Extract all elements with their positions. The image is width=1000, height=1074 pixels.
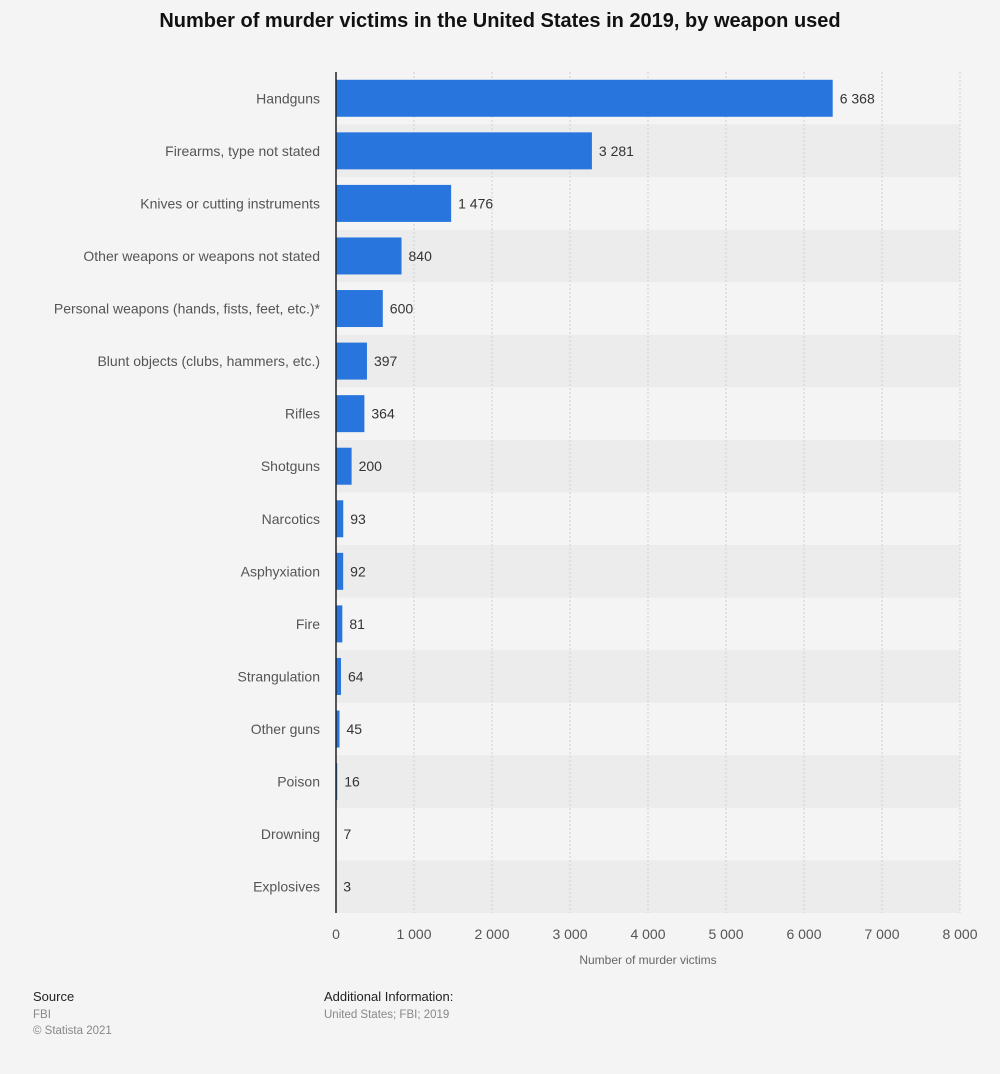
x-tick-label-5: 5 000 (708, 926, 743, 942)
x-tick-label-6: 6 000 (786, 926, 821, 942)
copyright-line: © Statista 2021 (33, 1025, 112, 1037)
chart-title: Number of murder victims in the United S… (159, 10, 841, 32)
x-tick-label-7: 7 000 (864, 926, 899, 942)
bar-0 (336, 79, 833, 117)
category-label-14: Drowning (261, 826, 320, 842)
category-label-15: Explosives (253, 879, 320, 895)
category-label-10: Fire (296, 616, 320, 632)
x-tick-label-8: 8 000 (942, 926, 977, 942)
bar-1 (336, 132, 592, 170)
bar-7 (336, 447, 352, 485)
category-label-4: Personal weapons (hands, fists, feet, et… (54, 301, 321, 317)
category-label-3: Other weapons or weapons not stated (83, 248, 320, 264)
bar-10 (336, 605, 343, 643)
bar-5 (336, 342, 367, 380)
category-label-7: Shotguns (261, 458, 320, 474)
value-label-5: 397 (374, 353, 398, 369)
value-label-7: 200 (359, 458, 383, 474)
category-label-9: Asphyxiation (241, 563, 320, 579)
bar-2 (336, 184, 452, 222)
category-label-1: Firearms, type not stated (165, 143, 320, 159)
additional-info-block: Additional Information: United States; F… (324, 989, 453, 1023)
value-label-12: 45 (347, 721, 363, 737)
value-label-6: 364 (371, 406, 395, 422)
x-tick-label-1: 1 000 (396, 926, 431, 942)
category-label-12: Other guns (251, 721, 320, 737)
value-label-0: 6 368 (840, 90, 875, 106)
value-label-11: 64 (348, 668, 364, 684)
category-label-11: Strangulation (237, 668, 320, 684)
additional-info-heading: Additional Information: (324, 989, 454, 1004)
value-label-4: 600 (390, 301, 414, 317)
value-label-13: 16 (344, 774, 360, 790)
x-tick-label-2: 2 000 (474, 926, 509, 942)
bar-11 (336, 657, 341, 695)
value-label-3: 840 (409, 248, 433, 264)
category-label-2: Knives or cutting instruments (140, 195, 320, 211)
bar-12 (336, 710, 340, 748)
value-label-2: 1 476 (458, 195, 493, 211)
value-label-8: 93 (350, 511, 366, 527)
value-label-1: 3 281 (599, 143, 634, 159)
category-label-5: Blunt objects (clubs, hammers, etc.) (97, 353, 320, 369)
x-tick-label-0: 0 (332, 926, 340, 942)
additional-info-text: United States; FBI; 2019 (324, 1009, 450, 1021)
bar-chart: 6 368 Handguns 3 281 Firearms, type not sta… (54, 72, 978, 967)
x-axis-title: Number of murder victims (579, 953, 716, 967)
category-label-13: Poison (277, 774, 320, 790)
x-tick-label-3: 3 000 (552, 926, 587, 942)
bar-4 (336, 290, 383, 328)
bar-3 (336, 237, 402, 275)
bar-6 (336, 395, 365, 433)
source-heading: Source (33, 989, 75, 1004)
value-label-9: 92 (350, 563, 366, 579)
category-label-8: Narcotics (262, 511, 320, 527)
category-label-0: Handguns (256, 90, 320, 106)
x-tick-label-4: 4 000 (630, 926, 665, 942)
bar-8 (336, 500, 344, 538)
value-label-14: 7 (344, 826, 352, 842)
source-line-0: FBI (33, 1009, 51, 1021)
value-label-10: 81 (349, 616, 365, 632)
source-block: Source FBI © Statista 2021 (33, 989, 112, 1039)
value-label-15: 3 (343, 879, 351, 895)
category-label-6: Rifles (285, 406, 320, 422)
bar-9 (336, 552, 344, 590)
